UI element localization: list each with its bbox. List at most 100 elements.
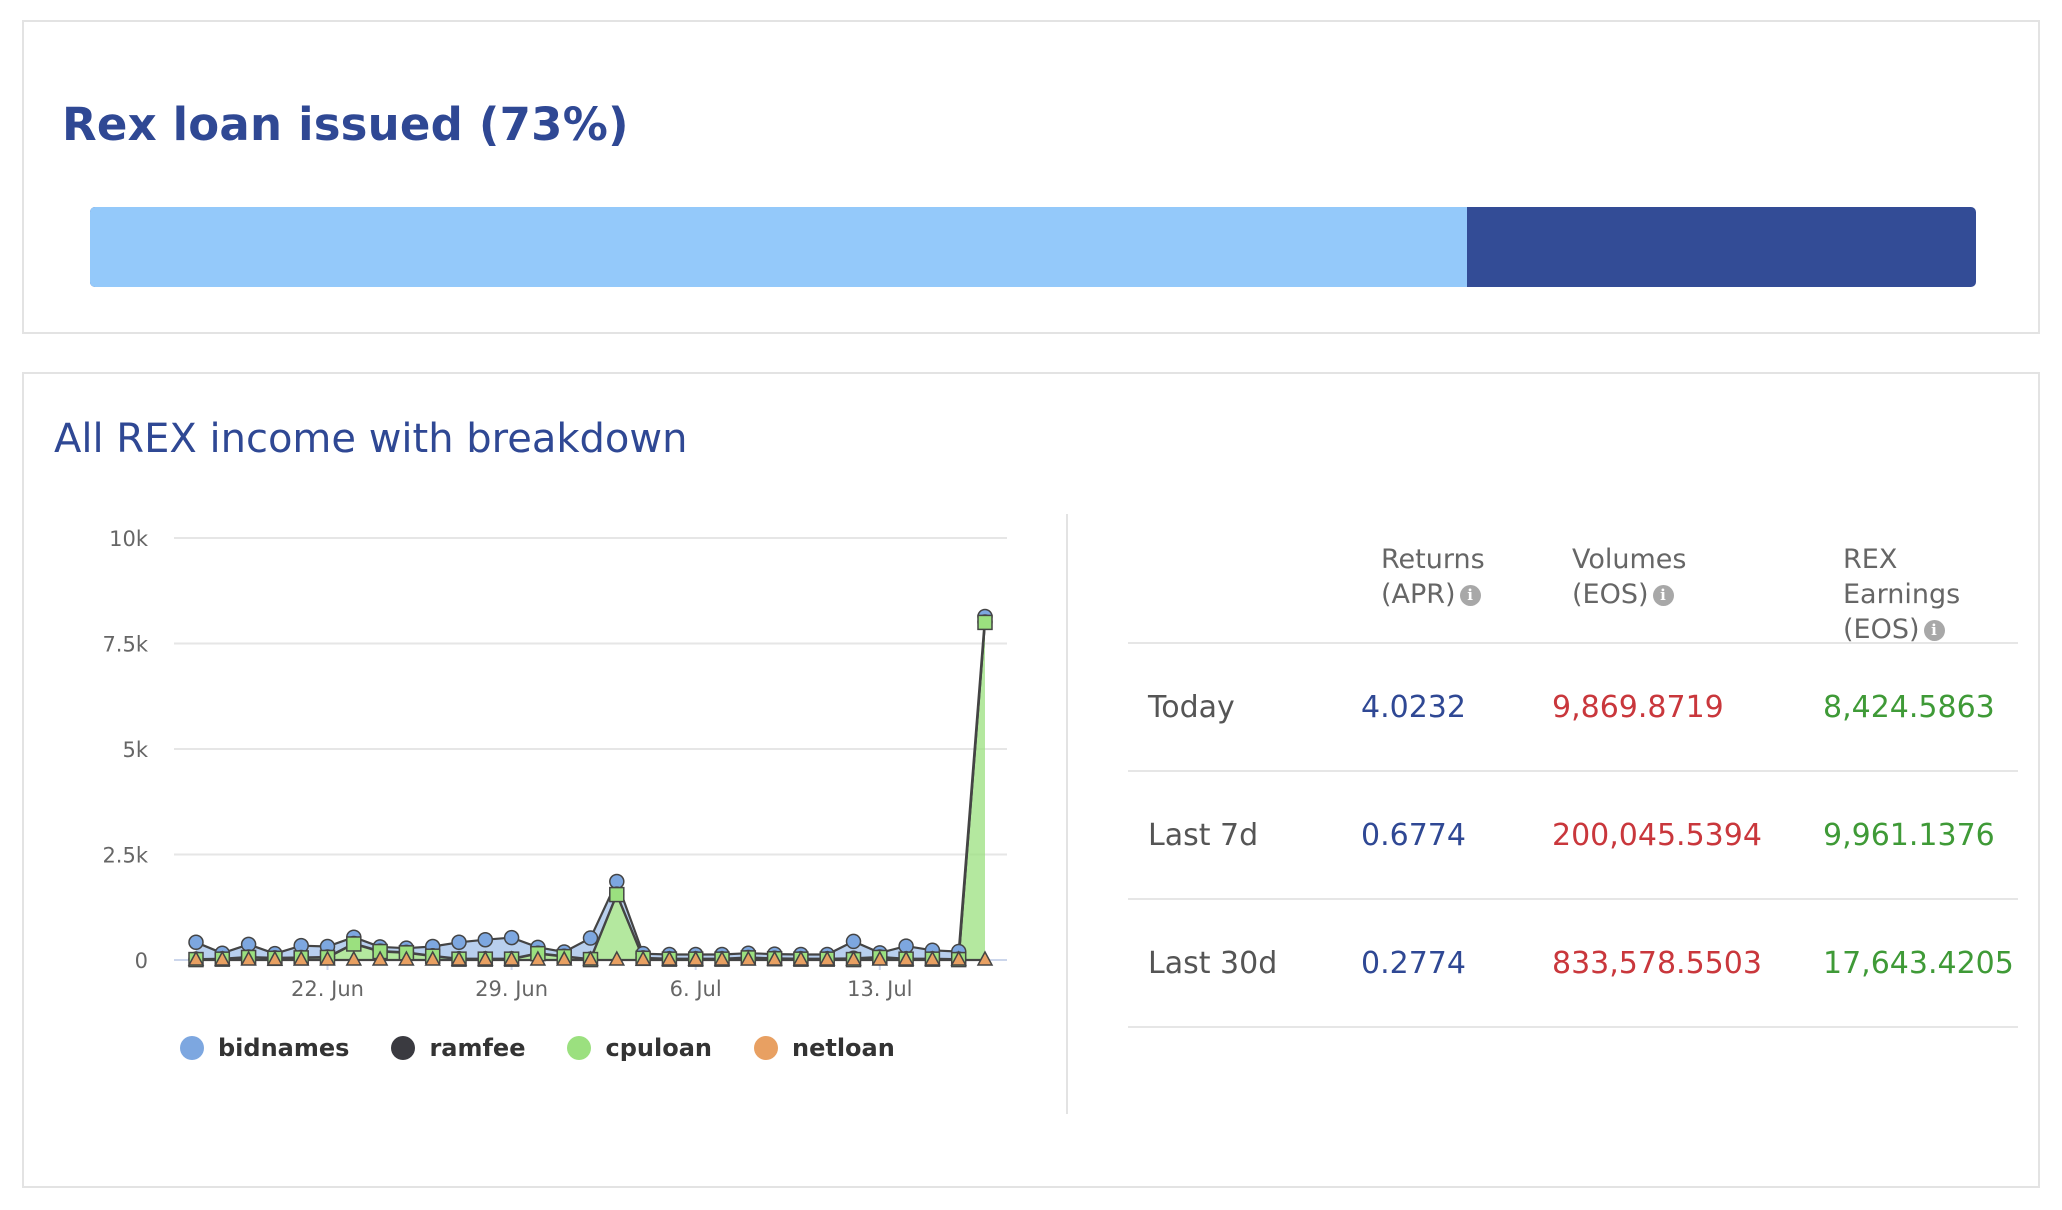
point-netloan	[792, 950, 810, 966]
loan-progress-fill	[90, 207, 1467, 287]
row-earnings: 17,643.4205	[1823, 946, 2014, 981]
row-apr: 0.2774	[1361, 946, 1466, 981]
legend-marker-ramfee	[391, 1036, 416, 1060]
point-netloan	[924, 950, 941, 966]
y-tick-label: 0	[135, 949, 148, 973]
x-tick-label: 22. Jun	[291, 977, 364, 1001]
row-apr: 4.0232	[1361, 690, 1466, 725]
legend-label: cpuloan	[605, 1034, 712, 1062]
point-netloan	[240, 950, 257, 966]
y-tick-label: 2.5k	[102, 844, 148, 868]
header-earnings: REX Earnings (EOS) i	[1843, 542, 2018, 647]
point-netloan	[687, 950, 704, 966]
header-volumes-line2: (EOS)	[1572, 579, 1649, 610]
row-volume: 9,869.8719	[1552, 690, 1724, 725]
area-cpuloan	[196, 622, 985, 960]
row-label: Today	[1148, 690, 1235, 725]
point-netloan	[187, 950, 205, 966]
point-netloan	[398, 950, 415, 966]
legend-item-bidnames[interactable]: bidnames	[180, 1034, 349, 1062]
x-tick-label: 13. Jul	[847, 977, 912, 1001]
legend-label: ramfee	[429, 1034, 526, 1062]
point-bidnames	[503, 929, 520, 946]
point-bidnames	[845, 933, 862, 950]
chart-legend: bidnames ramfee cpuloan netloan	[180, 1030, 937, 1066]
divider	[1066, 514, 1068, 1114]
income-chart: 0 2.5k 5k 7.5k 10k 22. Jun 29. Jun 6. Jul 13. Ju…	[102, 527, 1007, 1001]
info-icon[interactable]: i	[1923, 620, 1945, 641]
header-returns: Returns (APR) i	[1381, 542, 1485, 612]
series-line-ramfee	[195, 621, 987, 961]
legend-item-ramfee[interactable]: ramfee	[391, 1034, 525, 1062]
point-netloan	[871, 950, 889, 966]
point-netloan	[766, 950, 783, 966]
point-netloan	[450, 950, 468, 966]
legend-label: netloan	[791, 1034, 895, 1062]
point-bidnames	[477, 931, 494, 948]
y-tick-label: 7.5k	[102, 633, 148, 657]
legend-item-cpuloan[interactable]: cpuloan	[567, 1034, 712, 1062]
point-netloan	[292, 950, 310, 966]
area-bidnames	[196, 616, 985, 960]
point-netloan	[713, 950, 731, 966]
header-earnings-line1: REX Earnings	[1843, 544, 1961, 610]
row-earnings: 9,961.1376	[1823, 818, 1995, 853]
point-netloan	[266, 950, 284, 966]
point-netloan	[608, 950, 626, 966]
stats-row-7d: Last 7d 0.6774 200,045.5394 9,961.1376	[1128, 772, 2018, 900]
point-netloan	[740, 950, 757, 966]
point-netloan	[555, 950, 573, 966]
point-netloan	[424, 950, 441, 966]
point-cpuloan	[346, 936, 362, 952]
point-netloan	[371, 950, 389, 966]
point-bidnames	[240, 936, 257, 953]
row-volume: 200,045.5394	[1552, 818, 1762, 853]
point-netloan	[477, 950, 494, 966]
legend-label: bidnames	[218, 1034, 350, 1062]
point-netloan	[976, 950, 994, 966]
row-label: Last 7d	[1148, 818, 1259, 853]
row-label: Last 30d	[1148, 946, 1278, 981]
income-card: All REX income with breakdown 0 2.5k 5k 7.5…	[22, 372, 2040, 1188]
legend-marker-netloan	[753, 1036, 778, 1060]
stats-row-today: Today 4.0232 9,869.8719 8,424.5863	[1128, 644, 2018, 772]
series-line-cpuloan	[195, 622, 987, 961]
y-tick-label: 5k	[122, 738, 148, 762]
y-tick-label: 10k	[109, 527, 149, 551]
info-icon[interactable]: i	[1459, 585, 1481, 606]
header-returns-line2: (APR)	[1381, 579, 1456, 610]
point-netloan	[634, 950, 652, 966]
point-netloan	[661, 950, 678, 966]
info-icon[interactable]: i	[1652, 585, 1674, 606]
point-netloan	[503, 950, 520, 966]
point-cpuloan	[609, 886, 625, 903]
header-volumes-line1: Volumes	[1572, 544, 1687, 575]
point-bidnames	[188, 934, 204, 951]
legend-item-netloan[interactable]: netloan	[753, 1034, 895, 1062]
point-netloan	[529, 950, 547, 966]
point-bidnames	[582, 930, 599, 946]
series-line-bidnames	[195, 616, 987, 956]
point-bidnames	[609, 873, 625, 890]
point-cpuloan	[977, 614, 993, 631]
area-ramfee	[196, 622, 985, 960]
loan-card: Rex loan issued (73%)	[22, 20, 2040, 334]
income-title: All REX income with breakdown	[54, 416, 688, 462]
stats-header: Returns (APR) i Volumes (EOS) i REX Earnin…	[1128, 504, 2018, 647]
header-returns-line1: Returns	[1381, 544, 1485, 575]
header-volumes: Volumes (EOS) i	[1572, 542, 1687, 612]
loan-title: Rex loan issued (73%)	[62, 98, 629, 151]
header-earnings-line2: (EOS)	[1843, 614, 1920, 645]
point-netloan	[897, 950, 915, 966]
row-volume: 833,578.5503	[1552, 946, 1762, 981]
row-apr: 0.6774	[1361, 818, 1466, 853]
row-earnings: 8,424.5863	[1823, 690, 1995, 725]
point-netloan	[950, 950, 967, 966]
x-tick-label: 6. Jul	[670, 977, 722, 1001]
point-bidnames	[451, 934, 467, 951]
point-netloan	[319, 950, 336, 966]
loan-progress-bar	[90, 207, 1976, 287]
stats-table: Returns (APR) i Volumes (EOS) i REX Earnin…	[1128, 504, 2018, 1028]
point-netloan	[214, 950, 231, 966]
legend-marker-bidnames	[180, 1036, 204, 1060]
